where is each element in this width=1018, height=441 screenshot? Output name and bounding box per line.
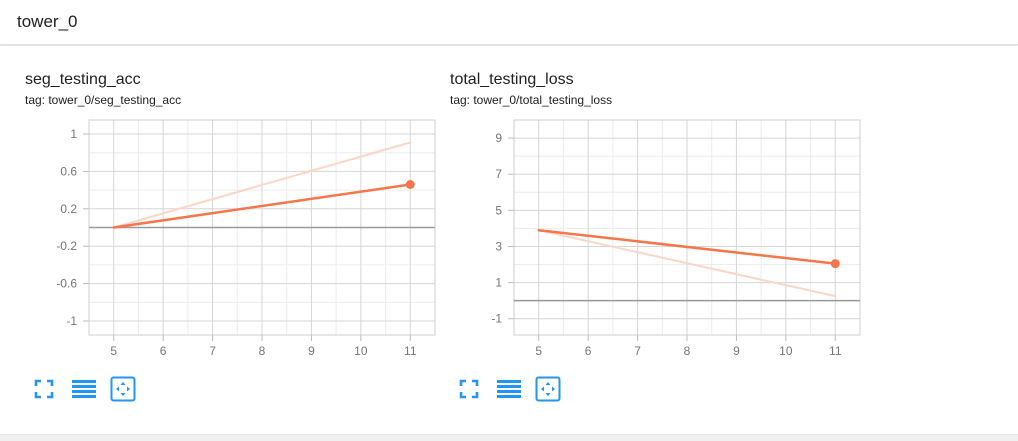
series-line: [537, 228, 837, 265]
x-tick-label: 10: [779, 344, 793, 358]
chart-panel: seg_testing_acc tag: tower_0/seg_testing…: [0, 46, 1018, 434]
series-end-point: [405, 180, 415, 189]
x-tick-label: 8: [259, 344, 266, 358]
chart-card-seg-testing-acc: seg_testing_acc tag: tower_0/seg_testing…: [25, 46, 445, 426]
page-bottom-divider: [0, 434, 1018, 441]
y-tick-label: 5: [495, 203, 502, 217]
y-tick-label: 0.6: [60, 164, 77, 178]
y-tick-label: 1: [495, 276, 502, 290]
x-tick-label: 9: [733, 344, 740, 358]
x-tick-label: 7: [634, 344, 641, 358]
fullscreen-icon[interactable]: [31, 376, 57, 402]
y-tick-label: 7: [495, 167, 502, 181]
x-tick-label: 7: [209, 344, 216, 358]
chart-tag: tag: tower_0/total_testing_loss: [450, 93, 613, 107]
line-chart-total-testing-loss[interactable]: 9 7 5 3 1 -1 5 6 7 8 9 10 11: [450, 114, 870, 374]
series-end-point: [830, 259, 840, 269]
log-scale-icon[interactable]: [496, 376, 522, 402]
fit-domain-icon[interactable]: [110, 376, 136, 402]
chart-title: total_testing_loss: [450, 71, 574, 88]
series-line: [112, 183, 412, 229]
x-tick-label: 8: [684, 344, 691, 358]
y-tick-label: -0.6: [56, 277, 77, 291]
y-tick-label: -1: [491, 312, 502, 326]
y-tick-label: 0.2: [60, 202, 77, 216]
log-scale-icon[interactable]: [71, 376, 97, 402]
chart-title: seg_testing_acc: [25, 71, 141, 88]
x-tick-label: 6: [160, 344, 167, 358]
x-tick-label: 11: [404, 344, 417, 358]
x-tick-label: 11: [829, 344, 842, 358]
x-tick-label: 5: [110, 344, 117, 358]
run-group-title: tower_0: [17, 12, 78, 31]
x-tick-label: 10: [354, 344, 368, 358]
y-tick-label: -1: [66, 314, 77, 328]
y-tick-label: -0.2: [56, 239, 77, 253]
series-line-faded: [112, 141, 412, 229]
run-group-header[interactable]: tower_0: [0, 0, 1018, 45]
x-tick-label: 9: [308, 344, 315, 358]
x-tick-label: 6: [585, 344, 592, 358]
y-tick-label: 9: [495, 131, 502, 145]
fullscreen-icon[interactable]: [456, 376, 482, 402]
y-tick-label: 1: [70, 127, 77, 141]
chart-card-total-testing-loss: total_testing_loss tag: tower_0/total_te…: [450, 46, 870, 426]
y-tick-label: 3: [495, 239, 502, 253]
x-tick-label: 5: [535, 344, 542, 358]
fit-domain-icon[interactable]: [535, 376, 561, 402]
series-line-faded: [537, 229, 837, 298]
line-chart-seg-testing-acc[interactable]: 1 0.6 0.2 -0.2 -0.6 -1 5 6 7 8 9 10 11: [25, 114, 445, 374]
chart-tag: tag: tower_0/seg_testing_acc: [25, 93, 182, 107]
